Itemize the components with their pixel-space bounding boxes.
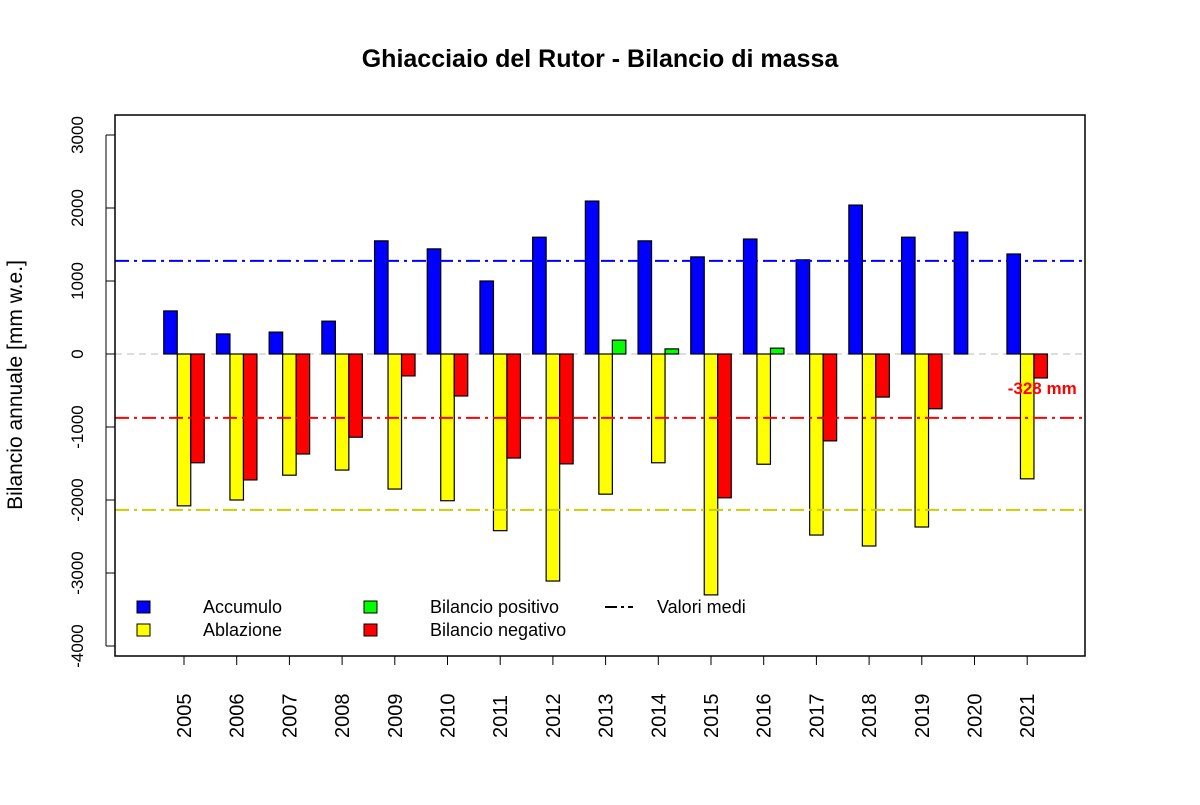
bar-accumulo: [848, 204, 863, 355]
legend-label: Bilancio positivo: [430, 597, 559, 617]
bar-bilancio-positivo: [664, 348, 680, 355]
bar-bilancio-negativo: [1033, 353, 1049, 379]
bar-ablazione: [914, 353, 930, 528]
x-tick-label: 2018: [859, 694, 881, 739]
x-tick-label: 2017: [806, 694, 828, 739]
legend-swatch: [136, 600, 151, 614]
chart-title: Ghiacciaio del Rutor - Bilancio di massa: [362, 45, 840, 73]
x-tick-label: 2008: [332, 694, 354, 739]
bar-accumulo: [268, 331, 284, 355]
bar-bilancio-negativo: [295, 353, 311, 455]
annotation-label: -328 mm: [1008, 379, 1077, 398]
x-tick-label: 2021: [1017, 694, 1039, 739]
bar-bilancio-negativo: [190, 353, 205, 464]
bar-ablazione: [229, 353, 245, 501]
bar-ablazione: [650, 353, 666, 464]
y-tick-label: 2000: [68, 189, 87, 227]
legend-swatch: [363, 600, 378, 614]
bar-bilancio-negativo: [717, 353, 732, 499]
bar-ablazione: [545, 353, 561, 582]
bar-ablazione: [334, 353, 350, 471]
bar-bilancio-negativo: [559, 353, 574, 465]
x-tick-label: 2007: [279, 694, 301, 739]
bar-accumulo: [637, 240, 653, 355]
bar-accumulo: [795, 259, 811, 355]
x-tick-label: 2012: [543, 694, 565, 739]
bar-ablazione: [809, 353, 824, 536]
legend-label: Accumulo: [203, 597, 282, 617]
bar-ablazione: [440, 353, 455, 502]
bar-accumulo: [584, 200, 600, 355]
y-tick-label: -1000: [68, 405, 87, 448]
bar-accumulo: [373, 240, 389, 355]
bar-ablazione: [282, 353, 297, 476]
plot-frame: [114, 114, 1086, 657]
bar-ablazione: [492, 353, 508, 532]
legend-swatch: [363, 623, 378, 637]
x-tick-label: 2020: [965, 694, 987, 739]
x-tick-label: 2005: [174, 694, 196, 739]
bar-ablazione: [387, 353, 403, 490]
bar-bilancio-positivo: [611, 339, 627, 355]
bar-bilancio-negativo: [927, 353, 943, 410]
y-axis-label: Bilancio annuale [mm w.e.]: [4, 260, 27, 510]
y-tick-label: -4000: [68, 624, 87, 667]
bar-bilancio-negativo: [875, 353, 890, 398]
bar-bilancio-negativo: [822, 353, 838, 442]
y-tick-label: -2000: [68, 478, 87, 521]
x-tick-label: 2016: [754, 694, 776, 739]
x-tick-label: 2013: [596, 694, 618, 739]
y-tick-label: 0: [68, 349, 87, 358]
x-tick-label: 2006: [227, 694, 249, 739]
x-tick-label: 2010: [438, 694, 460, 739]
bar-bilancio-negativo: [400, 353, 416, 377]
y-tick-label: 1000: [68, 262, 87, 300]
bar-accumulo: [1006, 253, 1022, 355]
bar-bilancio-negativo: [348, 353, 363, 438]
x-tick-label: 2015: [701, 694, 723, 739]
bar-accumulo: [900, 236, 916, 355]
x-tick-label: 2019: [912, 694, 934, 739]
bar-accumulo: [953, 231, 969, 355]
bar-accumulo: [215, 333, 231, 355]
bar-bilancio-negativo: [506, 353, 522, 459]
bar-bilancio-negativo: [453, 353, 469, 397]
bar-accumulo: [532, 236, 547, 355]
bar-ablazione: [176, 353, 192, 507]
bar-ablazione: [598, 353, 613, 495]
x-tick-label: 2011: [490, 695, 512, 738]
bar-accumulo: [321, 320, 336, 355]
bar-accumulo: [426, 248, 442, 355]
legend-swatch: [136, 623, 151, 637]
bar-accumulo: [479, 280, 495, 355]
x-tick-label: 2014: [648, 694, 670, 739]
legend: Accumulo Ablazione Bilancio positivo Bilanc…: [136, 597, 746, 640]
bar-bilancio-positivo: [769, 347, 785, 355]
x-tick-label: 2009: [385, 694, 407, 739]
y-tick-label: -3000: [68, 551, 87, 594]
legend-label: Valori medi: [657, 597, 746, 617]
bar-ablazione: [1019, 353, 1035, 480]
legend-label: Bilancio negativo: [430, 620, 566, 640]
bar-accumulo: [163, 310, 178, 355]
legend-label: Ablazione: [203, 620, 282, 640]
bar-accumulo: [690, 256, 705, 355]
bar-ablazione: [703, 353, 719, 596]
y-tick-label: 3000: [68, 116, 87, 154]
bar-ablazione: [756, 353, 772, 465]
bar-ablazione: [861, 353, 877, 547]
bar-accumulo: [742, 238, 758, 355]
